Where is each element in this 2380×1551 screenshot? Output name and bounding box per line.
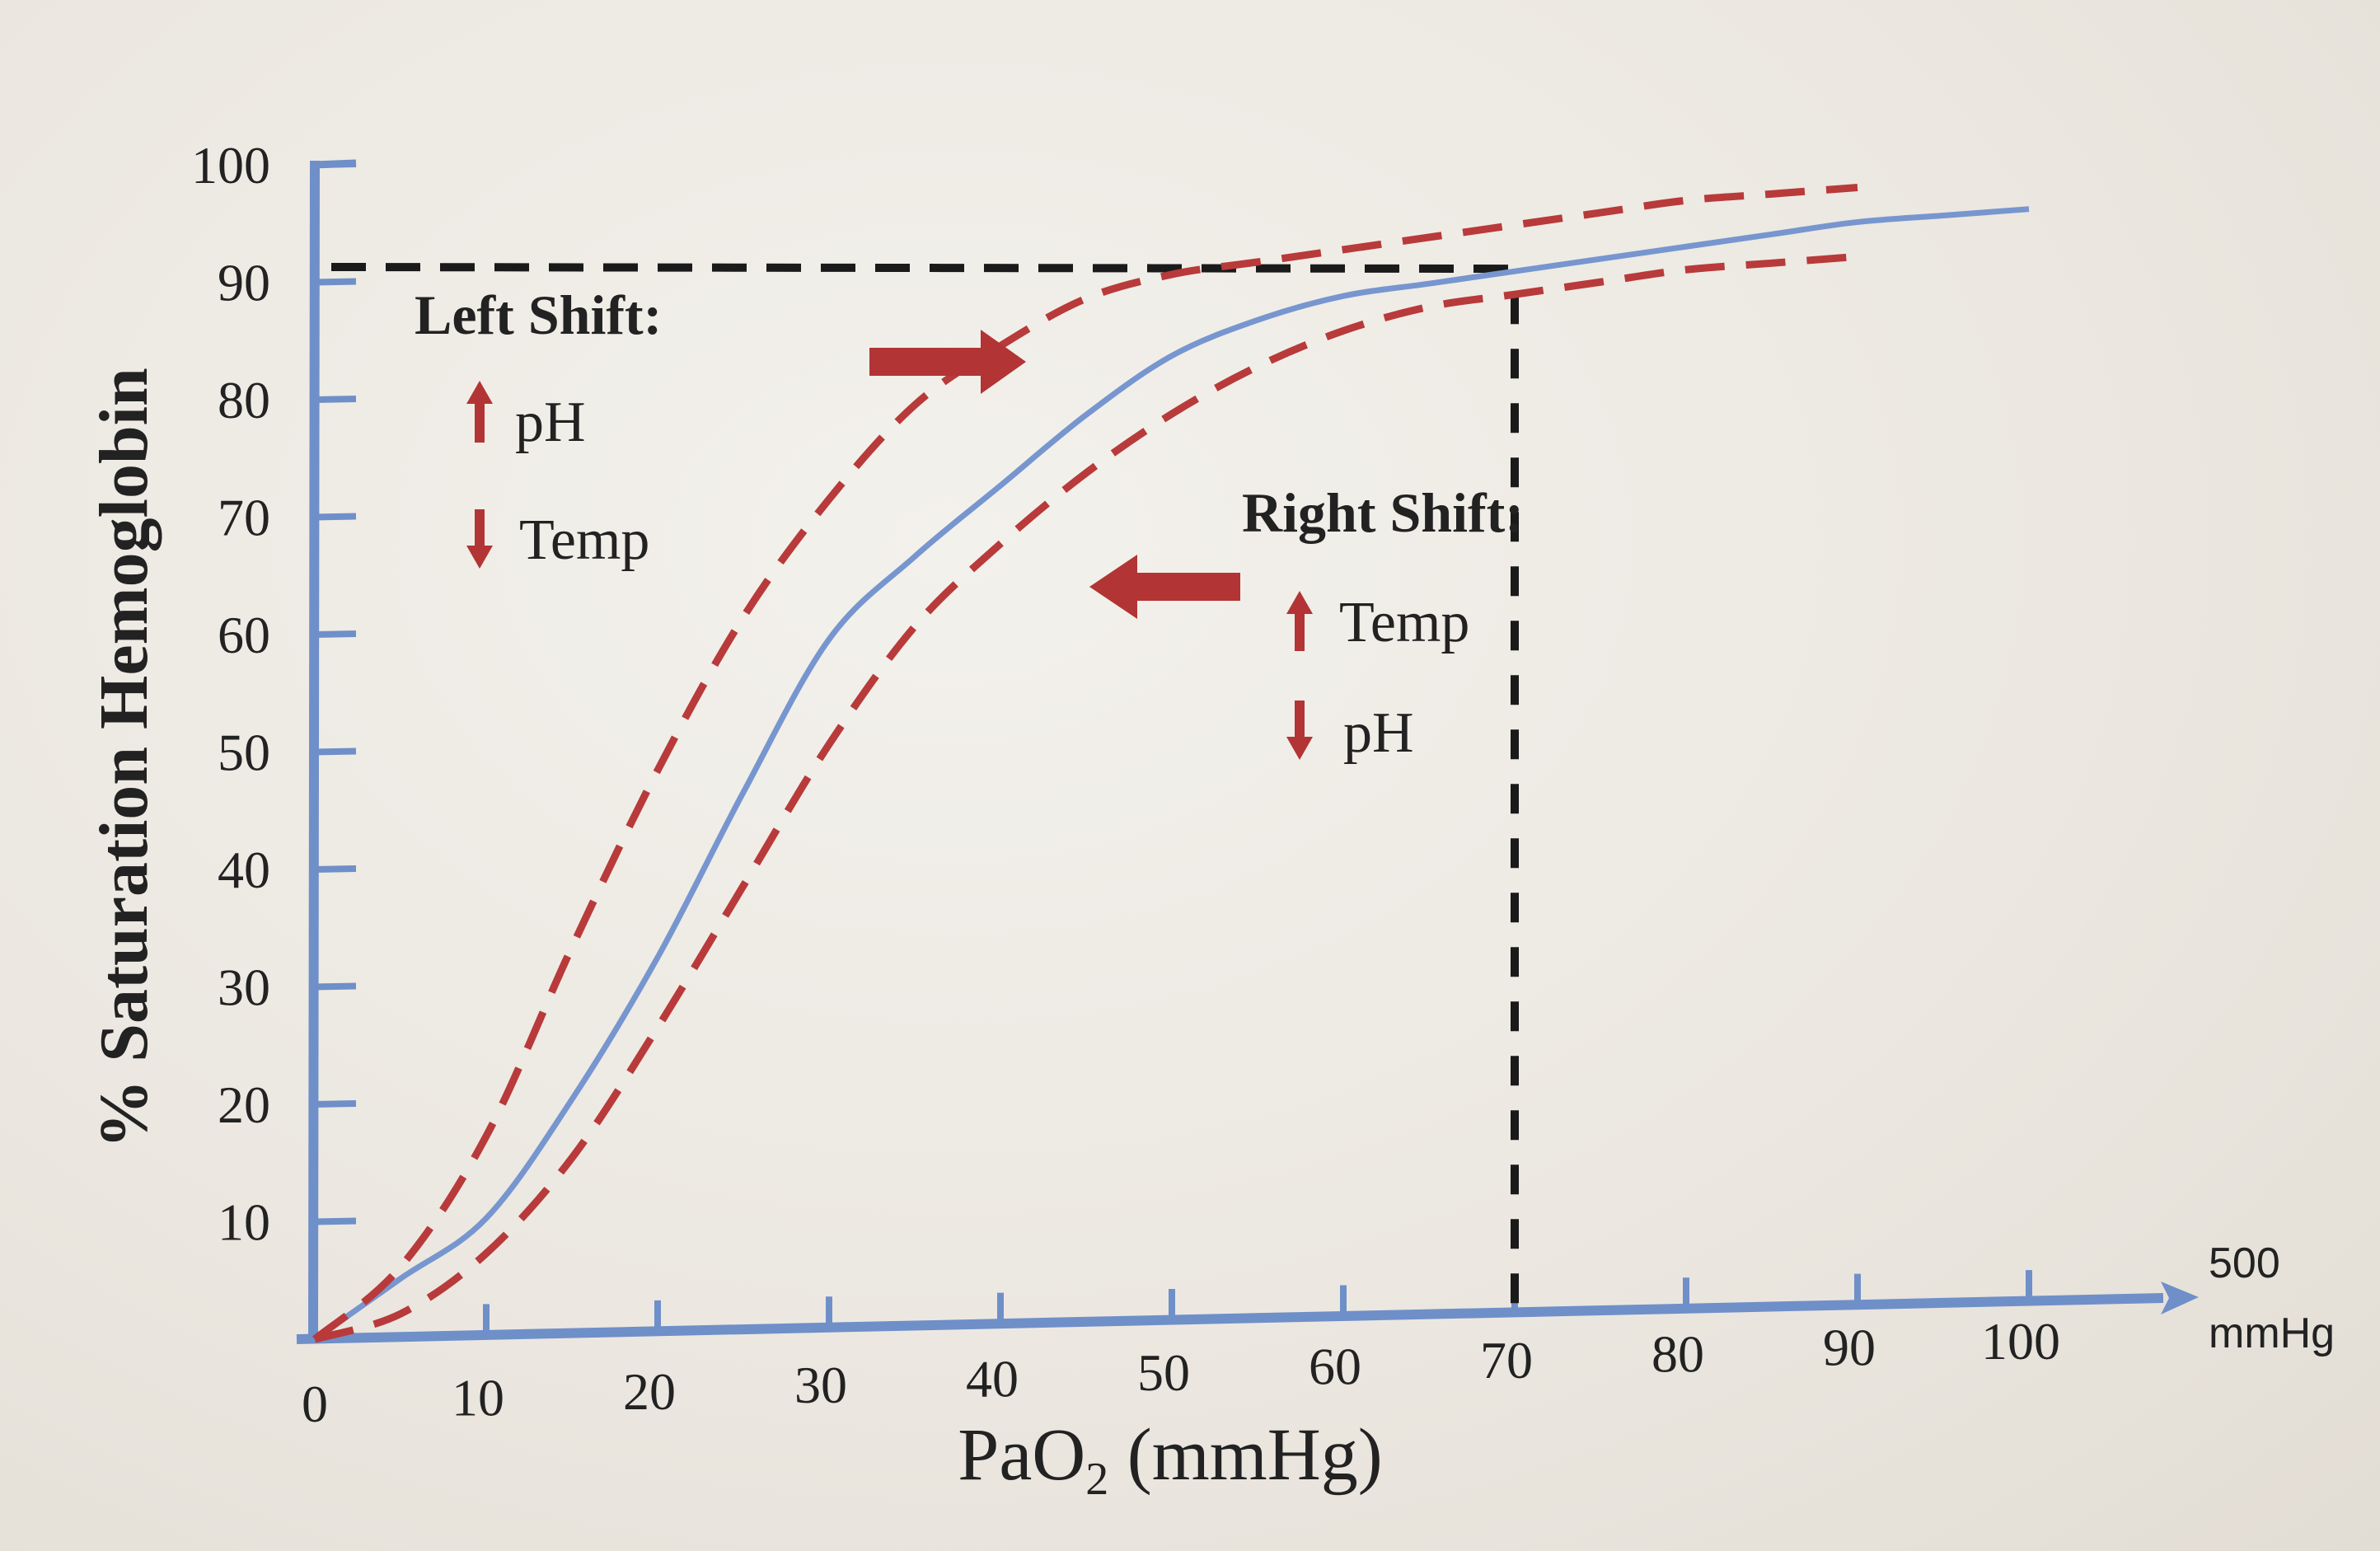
x-tick-label-20: 20 (623, 1362, 676, 1421)
left-shift-arrow (869, 330, 1026, 394)
y-tick-label-100: 100 (191, 136, 270, 194)
x-tick-label-70: 70 (1480, 1331, 1533, 1389)
x-axis-line (296, 1293, 2164, 1344)
x-tick-label-90: 90 (1823, 1319, 1876, 1377)
y-tick-90 (314, 278, 357, 286)
y-tick-label-90: 90 (218, 254, 270, 312)
right-shift-annotation: Right Shift: Temp pH (1242, 481, 1524, 765)
right-shift-item-2-label: pH (1343, 701, 1414, 765)
axis-end-value-label: 500 (2209, 1239, 2280, 1287)
y-tick-label-10: 10 (218, 1193, 270, 1252)
main-curve (312, 206, 2030, 1342)
x-tick-label-80: 80 (1651, 1324, 1704, 1383)
y-tick-label-80: 80 (218, 371, 270, 429)
up-arrow-icon (1286, 591, 1313, 651)
y-tick-labels: 10 20 30 40 50 60 70 80 90 100 (191, 136, 270, 1252)
x-axis-ticks (483, 1270, 2032, 1336)
y-tick-100 (314, 161, 357, 168)
y-axis-ticks (314, 161, 357, 1225)
x-tick-label-40: 40 (966, 1350, 1019, 1408)
y-axis-title: % Saturation Hemoglobin (86, 368, 162, 1148)
x-axis-title-subscript: 2 (1085, 1454, 1108, 1505)
x-axis-title: PaO2 (mmHg) (958, 1414, 1382, 1505)
down-arrow-icon (466, 509, 493, 569)
y-tick-70 (314, 513, 357, 521)
shift-curve-2 (313, 252, 1858, 1343)
reference-line-horizontal (330, 263, 1516, 274)
left-shift-annotation: Left Shift: pH Temp (415, 283, 662, 572)
right-shift-heading: Right Shift: (1242, 481, 1524, 544)
x-tick-label-0: 0 (302, 1375, 328, 1433)
x-tick-labels: 0 10 20 30 40 50 60 70 80 90 100 (302, 1312, 2060, 1433)
y-axis-line (308, 160, 320, 1340)
shift-curve-1 (312, 183, 1858, 1342)
y-tick-label-30: 30 (218, 958, 270, 1017)
axis-end-unit-label: mmHg (2209, 1310, 2335, 1357)
x-tick-label-60: 60 (1309, 1337, 1361, 1395)
y-tick-label-40: 40 (218, 841, 270, 899)
down-arrow-icon (1286, 701, 1313, 760)
y-tick-label-20: 20 (218, 1075, 270, 1134)
reference-lines (330, 263, 1519, 1306)
x-tick-label-50: 50 (1137, 1343, 1190, 1402)
x-tick-label-30: 30 (794, 1356, 847, 1414)
y-tick-label-60: 60 (218, 606, 270, 664)
curves (312, 183, 2030, 1343)
left-shift-heading: Left Shift: (415, 283, 662, 346)
y-tick-label-70: 70 (218, 489, 270, 547)
right-shift-item-1-label: Temp (1339, 591, 1469, 654)
x-axis-arrowhead (2161, 1282, 2199, 1314)
axes (296, 159, 2199, 1344)
x-axis-title-unit: (mmHg) (1108, 1414, 1382, 1496)
y-tick-30 (314, 982, 357, 991)
right-shift-arrow (1089, 555, 1240, 619)
left-shift-item-1-label: pH (515, 391, 586, 454)
x-tick-label-10: 10 (452, 1368, 504, 1427)
y-tick-10 (314, 1217, 357, 1225)
left-shift-item-2-label: Temp (519, 508, 649, 572)
y-tick-60 (314, 630, 357, 638)
x-tick-label-100: 100 (1981, 1312, 2060, 1371)
y-tick-label-50: 50 (218, 724, 270, 782)
y-tick-80 (314, 396, 357, 403)
up-arrow-icon (466, 381, 493, 443)
x-axis-title-main: PaO (958, 1414, 1085, 1496)
